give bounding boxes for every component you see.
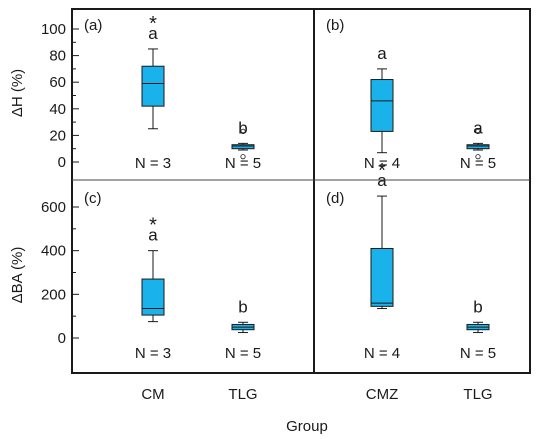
x-axis-title: Group xyxy=(286,418,328,435)
x-tick-label-tlg: TLG xyxy=(463,386,492,403)
panel-label-a: (a) xyxy=(84,17,102,34)
panel-a: (a) 0 20 40 60 80 100 ΔH (%) a* N = 3 b N = 5 xyxy=(9,13,261,172)
box xyxy=(370,247,394,307)
box xyxy=(141,65,165,107)
y-tick-label: 60 xyxy=(49,74,66,91)
panel-c: (c) 0 200 400 600 ΔBA (%) a* N = 3 CM b N = 5 TLG xyxy=(9,190,261,403)
sample-size-label: N = 5 xyxy=(460,345,496,362)
sample-size-label: N = 4 xyxy=(364,345,400,362)
panel-label-b: (b) xyxy=(326,17,344,34)
significance-letter: b xyxy=(238,297,247,316)
x-tick-label-tlg: TLG xyxy=(228,386,257,403)
y-tick-label: 100 xyxy=(41,21,66,38)
y-tick-label: 80 xyxy=(49,48,66,65)
outlier-point xyxy=(475,154,481,160)
panel-b: (b) a N = 4 a N = 5 xyxy=(326,17,496,172)
significance-star: * xyxy=(149,13,157,35)
outlier-point xyxy=(240,128,246,135)
significance-letter: a xyxy=(148,24,158,43)
significance-star: * xyxy=(378,160,386,182)
box-group-cmz: a* N = 4 xyxy=(364,160,400,362)
y-axis-title-a: ΔH (%) xyxy=(9,69,26,117)
sample-size-label: N = 5 xyxy=(225,155,261,172)
y-axis-title-c: ΔBA (%) xyxy=(9,247,26,304)
sample-size-label: N = 5 xyxy=(225,345,261,362)
box-group-cm: a* N = 3 xyxy=(135,215,171,362)
significance-letter: b xyxy=(238,118,247,137)
box-group-tlg: b N = 5 xyxy=(225,297,261,362)
sample-size-label: N = 3 xyxy=(135,155,171,172)
outlier-point xyxy=(240,154,246,160)
significance-letter: a xyxy=(377,171,387,190)
significance-star: * xyxy=(149,215,157,237)
y-tick-label: 400 xyxy=(41,243,66,260)
box-group-tlg: b N = 5 xyxy=(225,118,261,172)
panel-label-d: (d) xyxy=(326,190,344,207)
significance-letter: a xyxy=(377,44,387,63)
y-tick-label: 0 xyxy=(58,154,66,171)
x-tick-label-cmz: CMZ xyxy=(366,386,399,403)
box xyxy=(141,278,165,316)
y-tick-label: 20 xyxy=(49,127,66,144)
significance-letter: a xyxy=(473,118,483,137)
box-group-tlg: b N = 5 xyxy=(460,297,496,362)
sample-size-label: N = 5 xyxy=(460,155,496,172)
y-tick-label: 600 xyxy=(41,199,66,216)
outlier-point xyxy=(475,128,481,135)
sample-size-label: N = 4 xyxy=(364,155,400,172)
y-tick-label: 0 xyxy=(58,330,66,347)
y-tick-label: 40 xyxy=(49,101,66,118)
box-group-tlg: a N = 5 xyxy=(460,118,496,172)
panel-label-c: (c) xyxy=(84,190,102,207)
box xyxy=(466,144,490,150)
figure-frame xyxy=(71,8,531,374)
sample-size-label: N = 3 xyxy=(135,345,171,362)
significance-letter: b xyxy=(473,297,482,316)
x-tick-label-cm: CM xyxy=(141,386,164,403)
box-group-cmz: a N = 4 xyxy=(364,44,400,172)
significance-letter: a xyxy=(148,226,158,245)
y-tick-label: 200 xyxy=(41,286,66,303)
box xyxy=(370,79,394,132)
panel-d: (d) a* N = 4 CMZ b N = 5 TLG xyxy=(326,160,496,403)
box-group-cm: a* N = 3 xyxy=(135,13,171,172)
box xyxy=(231,144,255,150)
